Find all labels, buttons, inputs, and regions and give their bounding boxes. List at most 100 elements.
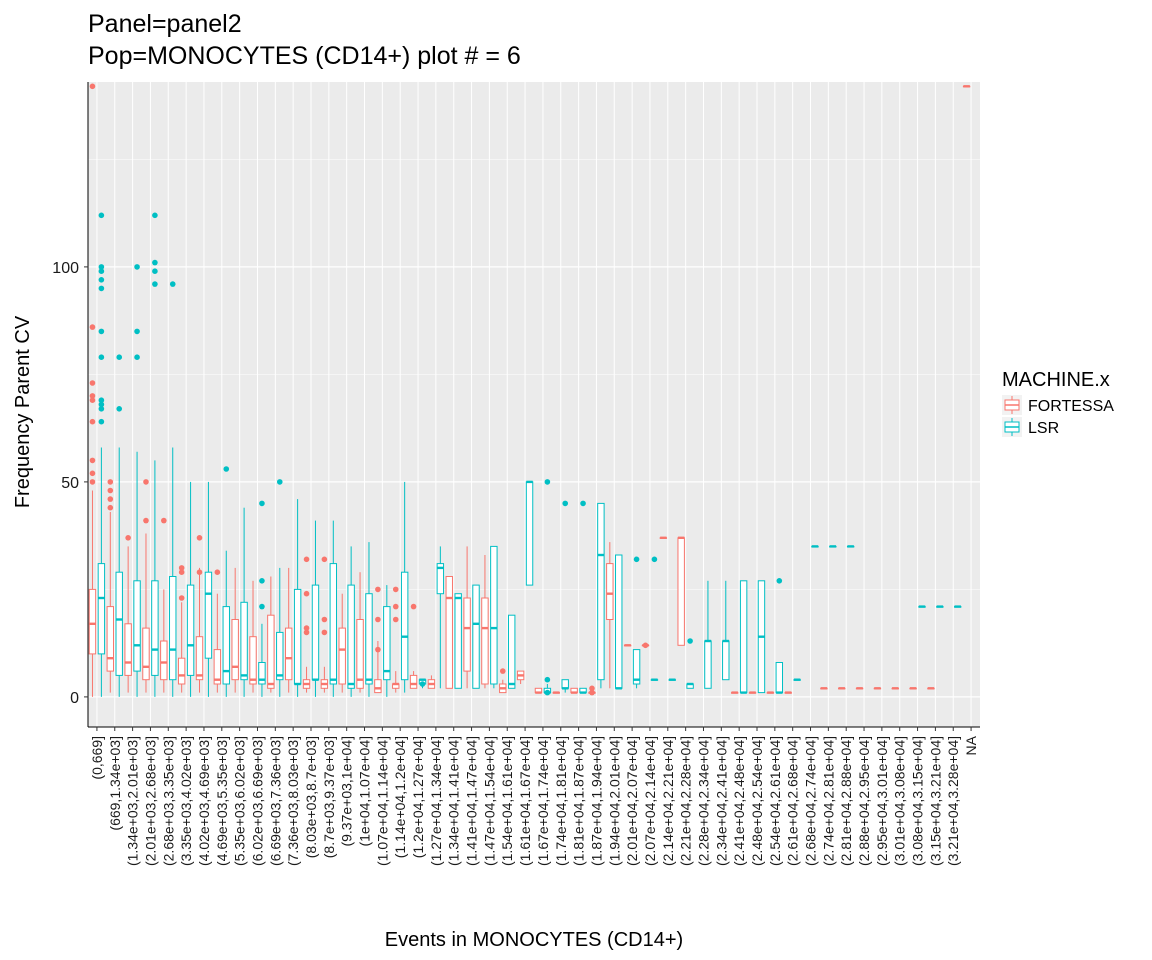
outlier-point	[589, 685, 595, 692]
box-lsr-15	[365, 542, 373, 697]
box-fortessa-43	[855, 687, 864, 690]
box-iqr	[400, 571, 409, 681]
outlier-point	[98, 277, 105, 283]
box-fortessa-41	[820, 687, 828, 690]
outlier-point	[89, 479, 96, 485]
y-axis-ticks: 0 50 100	[52, 260, 88, 707]
outlier-point	[107, 487, 114, 494]
box-iqr	[142, 627, 150, 681]
box-iqr	[106, 606, 115, 672]
outlier-point	[152, 212, 158, 219]
outlier-point	[89, 393, 96, 399]
x-axis-ticks: (0,669] (669,1.34e+03] (1.34e+03,2.01e+03]…	[89, 727, 979, 866]
box-fortessa-12	[302, 556, 311, 693]
x-tick-label: (8.03e+03,8.7e+03]	[303, 736, 319, 858]
box-iqr	[722, 640, 730, 681]
chart-title-line-1: Panel=panel2	[88, 10, 242, 38]
box-fortessa-29	[606, 542, 614, 689]
outlier-point	[98, 397, 105, 404]
x-tick-label: (1.87e+04,1.94e+04]	[588, 736, 604, 866]
box-fortessa-39	[784, 691, 792, 694]
box-lsr-27	[579, 500, 587, 694]
box-fortessa-17	[392, 586, 400, 693]
outlier-point	[178, 595, 185, 601]
box-iqr	[160, 640, 168, 681]
outlier-point	[410, 603, 417, 610]
box-iqr	[213, 649, 222, 685]
box-iqr	[615, 554, 623, 689]
outlier-point	[303, 590, 310, 597]
outlier-point	[134, 354, 140, 361]
box-iqr	[463, 597, 471, 672]
box-lsr-31	[650, 556, 659, 681]
x-tick-label: (3.15e+04,3.21e+04]	[927, 736, 943, 866]
box-lsr-21	[472, 584, 480, 689]
x-tick-label: (1e+04,1.07e+04]	[357, 736, 373, 847]
x-tick-label: (2.48e+04,2.54e+04]	[749, 736, 765, 866]
outlier-point	[196, 569, 203, 575]
box-fortessa-49	[962, 85, 971, 88]
box-lsr-29	[615, 554, 623, 690]
box-lsr-1	[115, 354, 123, 697]
x-tick-label: (1.54e+04,1.61e+04]	[499, 736, 515, 866]
box-lsr-41	[829, 545, 837, 548]
box-fortessa-44	[873, 687, 882, 690]
box-iqr	[507, 614, 516, 689]
x-tick-label: (5.35e+03,6.02e+03]	[232, 736, 248, 866]
box-lsr-46	[918, 605, 926, 608]
box-iqr	[356, 619, 364, 689]
outlier-point	[134, 328, 140, 335]
chart-title-line-2: Pop=MONOCYTES (CD14+) plot # = 6	[88, 42, 521, 70]
outlier-point	[223, 466, 230, 472]
box-fortessa-26	[552, 691, 561, 694]
outlier-point	[375, 616, 381, 623]
box-lsr-17	[400, 481, 409, 693]
box-lsr-40	[811, 545, 819, 548]
box-fortessa-23	[499, 668, 507, 694]
outlier-point	[214, 569, 221, 575]
box-fortessa-3	[142, 479, 150, 693]
outlier-point	[107, 504, 114, 511]
box-lsr-42	[846, 545, 855, 548]
box-fortessa-15	[356, 572, 364, 693]
box-fortessa-4	[160, 517, 168, 693]
box-iqr	[597, 502, 605, 681]
box-fortessa-22	[481, 555, 489, 689]
x-tick-label: (8.7e+03,9.37e+03]	[321, 736, 337, 858]
box-iqr	[338, 627, 346, 685]
box-lsr-18	[418, 678, 427, 689]
x-tick-label: (2.41e+04,2.48e+04]	[731, 736, 747, 866]
box-lsr-19	[436, 546, 445, 689]
box-fortessa-14	[338, 593, 346, 693]
outlier-point	[276, 479, 283, 485]
outlier-point	[152, 268, 158, 275]
box-fortessa-33	[677, 536, 685, 646]
box-iqr	[169, 576, 177, 681]
box-iqr	[525, 481, 534, 586]
legend-entry-lsr: LSR	[1002, 417, 1059, 437]
box-lsr-24	[525, 480, 534, 586]
box-lsr-47	[936, 605, 944, 608]
box-fortessa-2	[124, 535, 132, 693]
box-layer	[88, 83, 971, 697]
outlier-point	[259, 500, 265, 507]
x-tick-label: (1.61e+04,1.67e+04]	[517, 736, 533, 866]
outlier-point	[544, 479, 551, 485]
box-fortessa-20	[445, 576, 453, 689]
outlier-point	[321, 556, 328, 563]
box-fortessa-42	[838, 687, 846, 690]
box-iqr	[365, 593, 373, 685]
outlier-point	[134, 264, 140, 270]
box-iqr	[151, 580, 159, 676]
x-tick-label: (1.2e+04,1.27e+04]	[410, 736, 426, 858]
outlier-point	[303, 625, 310, 631]
series-lsr	[97, 212, 962, 697]
outlier-point	[125, 535, 131, 541]
box-fortessa-11	[284, 567, 293, 693]
box-iqr	[133, 580, 141, 672]
box-lsr-37	[757, 580, 766, 694]
outlier-point	[259, 603, 265, 610]
outlier-point	[392, 616, 399, 623]
outlier-point	[375, 646, 381, 653]
outlier-point	[321, 616, 328, 623]
